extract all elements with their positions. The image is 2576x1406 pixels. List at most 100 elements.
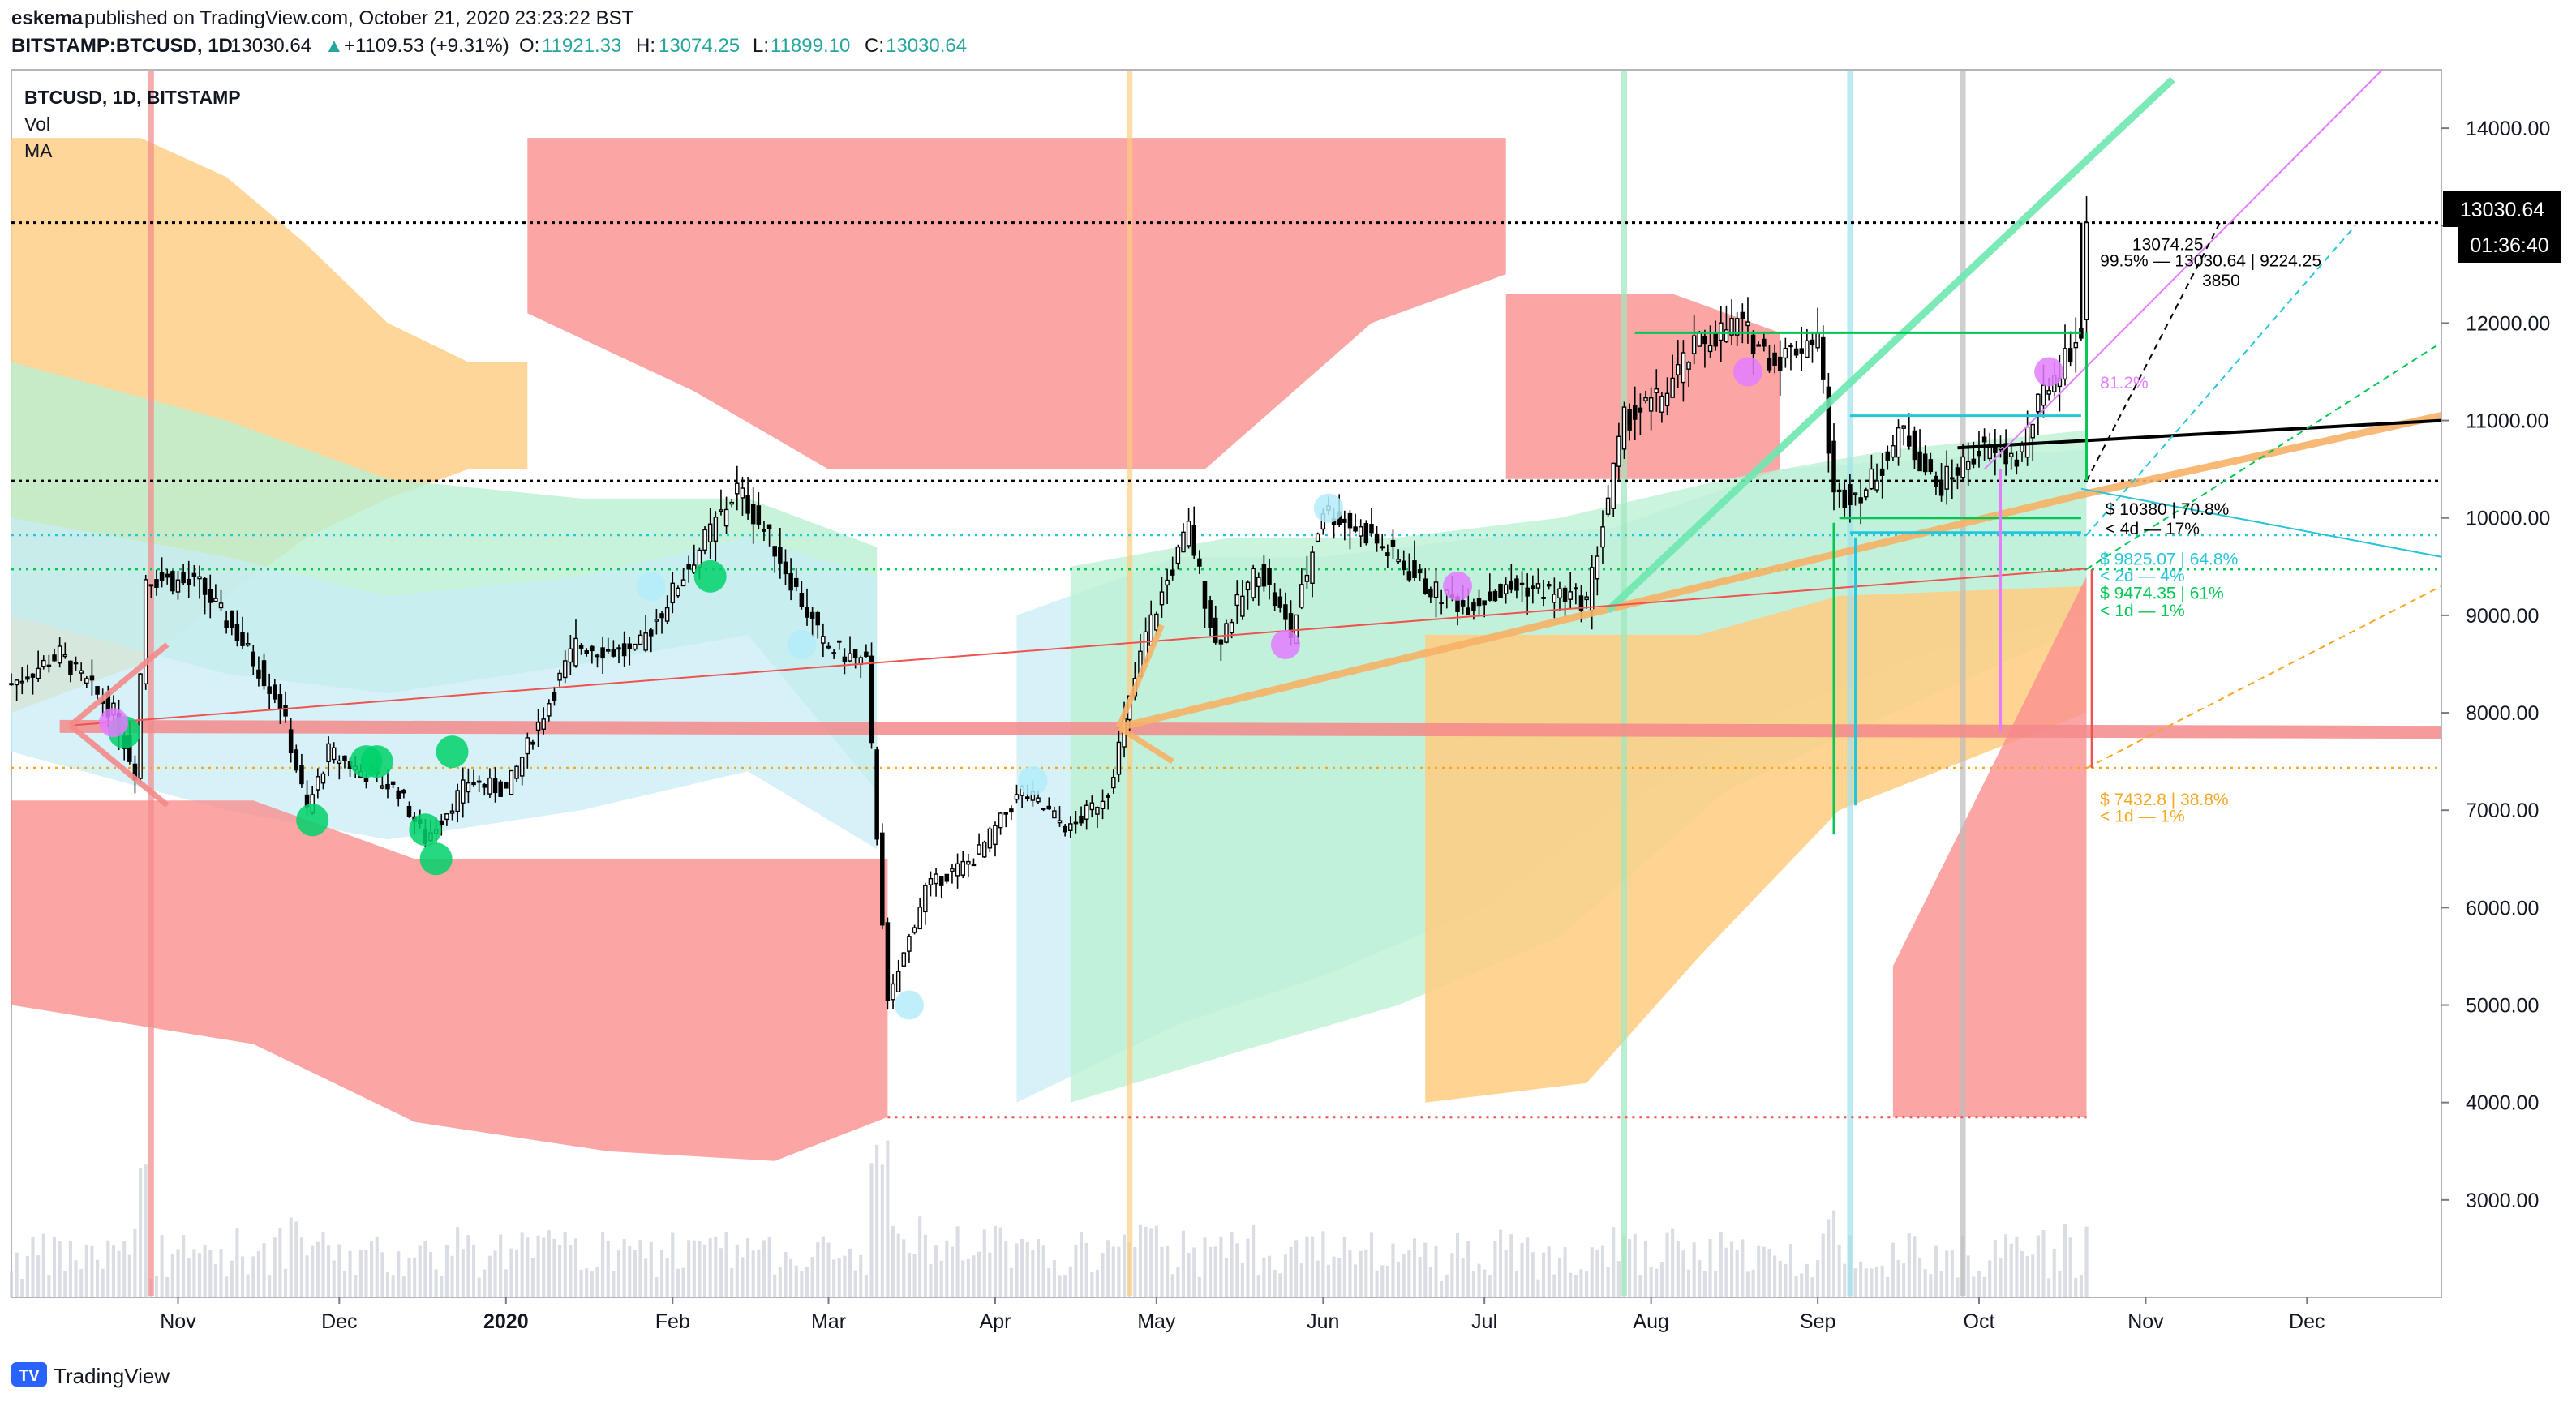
candle[interactable] bbox=[245, 632, 251, 647]
candle[interactable] bbox=[261, 653, 267, 690]
candle[interactable] bbox=[191, 564, 197, 587]
candle[interactable] bbox=[342, 755, 347, 769]
candle[interactable] bbox=[907, 933, 912, 963]
candle[interactable] bbox=[1396, 549, 1401, 564]
time-axis[interactable]: Nov Dec 2020 Feb Mar Apr May Jun Jul Aug Sep Oct Nov… bbox=[160, 1297, 2325, 1333]
candle[interactable] bbox=[1245, 580, 1251, 610]
candle[interactable] bbox=[552, 686, 557, 706]
candle[interactable] bbox=[670, 572, 676, 614]
candle[interactable] bbox=[73, 656, 79, 671]
candle[interactable] bbox=[530, 739, 535, 750]
arrow-head-up[interactable] bbox=[68, 642, 170, 728]
candle[interactable] bbox=[1014, 784, 1020, 804]
candle[interactable] bbox=[664, 595, 670, 624]
candle[interactable] bbox=[1562, 585, 1568, 617]
candle[interactable] bbox=[692, 544, 697, 575]
candle[interactable] bbox=[766, 524, 772, 547]
candle[interactable] bbox=[1874, 463, 1879, 493]
candle[interactable] bbox=[928, 871, 934, 897]
candle[interactable] bbox=[1670, 354, 1675, 398]
candle[interactable] bbox=[337, 755, 342, 780]
candle[interactable] bbox=[864, 644, 869, 658]
candle[interactable] bbox=[616, 644, 621, 664]
candle[interactable] bbox=[1251, 564, 1256, 602]
candle[interactable] bbox=[148, 584, 154, 598]
candle[interactable] bbox=[1256, 572, 1261, 606]
candle[interactable] bbox=[1707, 325, 1713, 358]
candle[interactable] bbox=[1826, 372, 1831, 473]
candle[interactable] bbox=[1928, 452, 1934, 475]
candle[interactable] bbox=[874, 746, 879, 846]
candle[interactable] bbox=[62, 642, 68, 659]
candle[interactable] bbox=[1079, 806, 1084, 826]
candle[interactable] bbox=[799, 581, 805, 610]
candle[interactable] bbox=[175, 571, 181, 600]
candle[interactable] bbox=[1621, 401, 1627, 459]
candle[interactable] bbox=[1202, 580, 1208, 628]
candle[interactable] bbox=[643, 615, 648, 653]
candle[interactable] bbox=[605, 637, 611, 654]
candle[interactable] bbox=[1654, 369, 1659, 412]
candle[interactable] bbox=[1977, 431, 1981, 468]
candle[interactable] bbox=[901, 951, 907, 967]
candle[interactable] bbox=[385, 769, 390, 799]
candle[interactable] bbox=[1197, 550, 1202, 574]
candle[interactable] bbox=[869, 642, 874, 749]
candle[interactable] bbox=[320, 771, 326, 790]
candle[interactable] bbox=[1648, 387, 1654, 431]
candle[interactable] bbox=[154, 569, 159, 596]
candle[interactable] bbox=[1488, 573, 1492, 602]
candle[interactable] bbox=[562, 650, 568, 684]
candle[interactable] bbox=[1057, 805, 1063, 827]
candle[interactable] bbox=[638, 630, 643, 645]
candle[interactable] bbox=[514, 764, 519, 783]
candle[interactable] bbox=[1234, 580, 1240, 624]
candle[interactable] bbox=[1531, 575, 1535, 604]
candle[interactable] bbox=[1600, 510, 1605, 564]
candle[interactable] bbox=[1406, 553, 1412, 582]
candle[interactable] bbox=[756, 492, 762, 530]
candle[interactable] bbox=[1864, 487, 1869, 501]
candle[interactable] bbox=[1691, 314, 1697, 365]
candle[interactable] bbox=[1310, 545, 1315, 598]
candle[interactable] bbox=[251, 645, 256, 675]
candle[interactable] bbox=[492, 767, 498, 803]
candle[interactable] bbox=[1777, 340, 1783, 396]
candle-series[interactable] bbox=[9, 196, 2089, 1010]
candle[interactable] bbox=[998, 812, 1003, 835]
candle[interactable] bbox=[1492, 589, 1498, 602]
candle[interactable] bbox=[52, 648, 57, 662]
candle[interactable] bbox=[283, 691, 288, 723]
candle[interactable] bbox=[573, 619, 578, 668]
author-name[interactable]: eskema bbox=[11, 7, 84, 29]
candle[interactable] bbox=[1514, 575, 1519, 599]
candle[interactable] bbox=[1417, 564, 1423, 581]
candle[interactable] bbox=[159, 557, 165, 588]
candle[interactable] bbox=[273, 679, 277, 704]
legend-title[interactable]: BTCUSD, 1D, BITSTAMP bbox=[24, 87, 241, 108]
candle[interactable] bbox=[89, 659, 95, 696]
legend-item-ma[interactable]: MA bbox=[24, 140, 53, 161]
candle[interactable] bbox=[1369, 508, 1374, 538]
candle[interactable] bbox=[1686, 361, 1691, 388]
green-trendline[interactable] bbox=[1605, 76, 2175, 614]
candle[interactable] bbox=[1616, 422, 1621, 480]
candle[interactable] bbox=[1632, 386, 1638, 441]
price-axis[interactable]: 3000.00 4000.00 5000.00 6000.00 7000.00 8000.… bbox=[2441, 118, 2550, 1212]
candle[interactable] bbox=[1901, 425, 1906, 446]
candle[interactable] bbox=[966, 853, 971, 877]
candle[interactable] bbox=[917, 898, 922, 930]
candle[interactable] bbox=[1638, 393, 1643, 435]
candle[interactable] bbox=[1003, 812, 1008, 828]
green-dashed-fan[interactable] bbox=[2085, 341, 2442, 570]
candle[interactable] bbox=[1283, 592, 1288, 633]
candle[interactable] bbox=[1170, 556, 1175, 581]
orange-arrow-up[interactable] bbox=[1116, 624, 1165, 729]
candle[interactable] bbox=[680, 568, 686, 587]
candle[interactable] bbox=[815, 610, 821, 639]
candle[interactable] bbox=[1541, 579, 1546, 607]
candle[interactable] bbox=[1724, 305, 1729, 343]
candle[interactable] bbox=[1676, 340, 1681, 388]
candle[interactable] bbox=[1390, 529, 1396, 559]
candle[interactable] bbox=[1584, 591, 1589, 609]
